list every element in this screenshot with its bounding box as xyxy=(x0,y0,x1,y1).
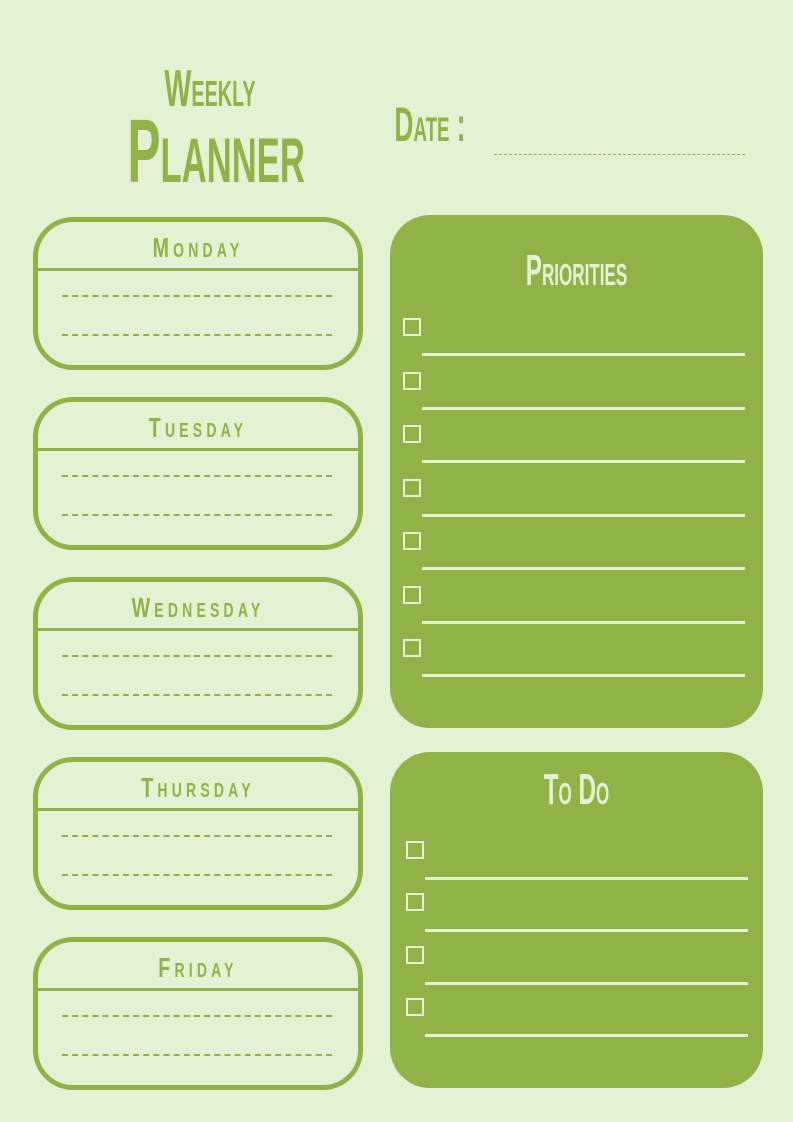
todo-checkbox[interactable] xyxy=(406,841,424,859)
todo-title: To Do xyxy=(543,765,610,814)
todo-line[interactable] xyxy=(425,981,748,985)
priorities-panel: Priorities xyxy=(390,215,763,728)
divider xyxy=(38,628,358,631)
note-line[interactable] xyxy=(62,655,332,657)
priority-line[interactable] xyxy=(422,567,745,570)
day-name: Wednesday xyxy=(131,592,265,623)
date-field[interactable] xyxy=(494,154,745,155)
day-box-wednesday: Wednesday xyxy=(33,577,363,730)
priority-checkbox[interactable] xyxy=(403,371,421,390)
note-line[interactable] xyxy=(62,295,332,297)
priority-checkbox[interactable] xyxy=(403,585,421,604)
day-name: Thursday xyxy=(141,772,255,803)
divider xyxy=(38,268,358,271)
title-planner: Planner xyxy=(127,102,305,202)
note-line[interactable] xyxy=(62,475,332,477)
priority-checkbox[interactable] xyxy=(403,425,421,443)
divider xyxy=(38,988,358,991)
priority-checkbox[interactable] xyxy=(403,639,421,657)
note-line[interactable] xyxy=(62,1054,332,1056)
todo-line[interactable] xyxy=(425,929,748,933)
todo-checkbox[interactable] xyxy=(406,893,424,912)
note-line[interactable] xyxy=(62,874,332,876)
note-line[interactable] xyxy=(62,835,332,837)
priority-line[interactable] xyxy=(422,460,745,463)
title-weekly: Weekly xyxy=(164,60,256,118)
priority-line[interactable] xyxy=(422,674,745,677)
day-name: Monday xyxy=(152,232,244,263)
day-box-tuesday: Tuesday xyxy=(33,397,363,550)
priority-line[interactable] xyxy=(422,620,745,624)
divider xyxy=(38,448,358,451)
priority-checkbox[interactable] xyxy=(403,318,421,336)
date-label: Date : xyxy=(394,99,466,152)
priorities-title: Priorities xyxy=(525,246,628,295)
day-name: Tuesday xyxy=(148,412,248,443)
todo-line[interactable] xyxy=(425,877,748,880)
note-line[interactable] xyxy=(62,514,332,516)
todo-checkbox[interactable] xyxy=(406,997,424,1016)
todo-line[interactable] xyxy=(425,1033,748,1037)
day-box-monday: Monday xyxy=(33,217,363,370)
priority-checkbox[interactable] xyxy=(403,478,421,497)
day-box-friday: Friday xyxy=(33,937,363,1090)
day-name: Friday xyxy=(158,952,238,983)
todo-panel: To Do xyxy=(390,752,763,1088)
todo-checkbox[interactable] xyxy=(406,945,424,964)
day-box-thursday: Thursday xyxy=(33,757,363,910)
priority-line[interactable] xyxy=(422,513,745,517)
priority-checkbox[interactable] xyxy=(403,532,421,550)
note-line[interactable] xyxy=(62,694,332,696)
priority-line[interactable] xyxy=(422,406,745,410)
note-line[interactable] xyxy=(62,1015,332,1017)
divider xyxy=(38,808,358,811)
note-line[interactable] xyxy=(62,334,332,336)
priority-line[interactable] xyxy=(422,353,745,356)
